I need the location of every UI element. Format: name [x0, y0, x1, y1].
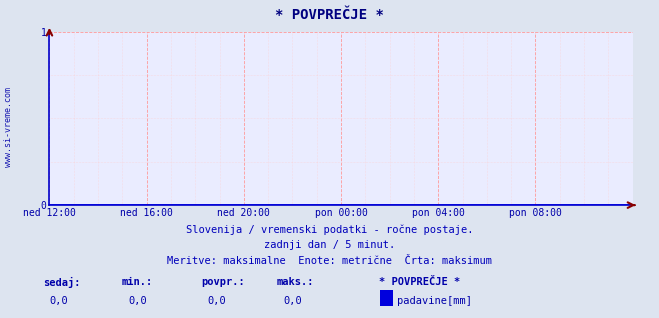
Text: 0,0: 0,0: [208, 296, 226, 306]
Text: 0,0: 0,0: [49, 296, 68, 306]
Text: * POVPREČJE *: * POVPREČJE *: [275, 8, 384, 22]
Text: Meritve: maksimalne  Enote: metrične  Črta: maksimum: Meritve: maksimalne Enote: metrične Črta…: [167, 256, 492, 266]
Text: maks.:: maks.:: [277, 277, 314, 287]
Text: 0,0: 0,0: [129, 296, 147, 306]
Text: Slovenija / vremenski podatki - ročne postaje.: Slovenija / vremenski podatki - ročne po…: [186, 224, 473, 235]
Text: zadnji dan / 5 minut.: zadnji dan / 5 minut.: [264, 240, 395, 250]
Text: * POVPREČJE *: * POVPREČJE *: [379, 277, 460, 287]
Text: padavine[mm]: padavine[mm]: [397, 296, 472, 306]
Text: www.si-vreme.com: www.si-vreme.com: [4, 87, 13, 167]
Text: sedaj:: sedaj:: [43, 277, 80, 288]
Text: 0,0: 0,0: [283, 296, 302, 306]
Text: povpr.:: povpr.:: [201, 277, 244, 287]
Text: min.:: min.:: [122, 277, 153, 287]
